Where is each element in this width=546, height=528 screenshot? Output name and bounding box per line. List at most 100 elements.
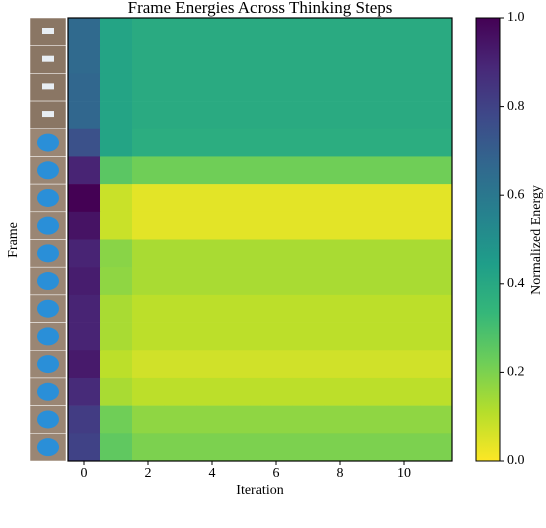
colorbar-tick-label: 0.6 [507, 187, 525, 202]
heatmap-cell [100, 156, 133, 185]
heatmap-cell [356, 184, 389, 213]
heatmap-cell [292, 405, 325, 434]
heatmap-cell [68, 45, 101, 74]
heatmap-cell [356, 405, 389, 434]
heatmap-cell [292, 128, 325, 157]
heatmap-cell [356, 377, 389, 406]
heatmap-cell [100, 294, 133, 323]
heatmap-cell [324, 73, 357, 102]
heatmap-cell [260, 377, 293, 406]
frame-thumbnail [29, 405, 67, 434]
heatmap-cell [100, 18, 133, 46]
heatmap-cell [420, 184, 453, 213]
thumbnail-object [37, 216, 59, 235]
heatmap-cell [356, 156, 389, 185]
heatmap-cell [324, 156, 357, 185]
heatmap-cell [228, 128, 261, 157]
heatmap-cell [420, 73, 453, 102]
heatmap-cell [388, 322, 421, 351]
heatmap-cell [228, 156, 261, 185]
heatmap-cell [260, 184, 293, 213]
heatmap-cell [132, 294, 165, 323]
heatmap-cell [420, 350, 453, 379]
thumbnail-object [42, 83, 54, 90]
heatmap-cell [324, 377, 357, 406]
heatmap-cell [164, 45, 197, 74]
heatmap-cell [68, 350, 101, 379]
heatmap-cell [292, 267, 325, 296]
heatmap-cell [356, 322, 389, 351]
heatmap-cell [324, 405, 357, 434]
heatmap-cell [100, 405, 133, 434]
heatmap-cell [292, 433, 325, 462]
x-axis-label: Iteration [236, 483, 283, 498]
heatmap-cell [68, 405, 101, 434]
heatmap-cell [196, 239, 229, 268]
heatmap-cell [260, 350, 293, 379]
heatmap-cell [260, 267, 293, 296]
x-tick-label: 8 [337, 466, 344, 481]
heatmap-cell [68, 73, 101, 102]
heatmap-cell [132, 73, 165, 102]
heatmap-cell [100, 45, 133, 74]
heatmap-cell [260, 45, 293, 74]
heatmap-cell [100, 128, 133, 157]
heatmap-cell [68, 128, 101, 157]
heatmap-cell [260, 128, 293, 157]
heatmap-cell [164, 294, 197, 323]
heatmap-cell [132, 433, 165, 462]
heatmap-cell [356, 267, 389, 296]
heatmap-cell [228, 101, 261, 130]
heatmap-cell [132, 211, 165, 240]
heatmap-cell [164, 18, 197, 46]
frame-thumbnail [29, 73, 67, 102]
heatmap-cell [324, 239, 357, 268]
heatmap-cell [132, 322, 165, 351]
heatmap-cell [356, 433, 389, 462]
heatmap-cell [132, 101, 165, 130]
thumbnail-object [37, 410, 59, 429]
frame-thumbnail [29, 128, 67, 157]
heatmap-cell [196, 377, 229, 406]
heatmap-cell [260, 73, 293, 102]
heatmap-cell [292, 294, 325, 323]
heatmap-cell [324, 211, 357, 240]
heatmap-cell [324, 18, 357, 46]
heatmap-cell [420, 128, 453, 157]
y-axis-label: Frame [6, 222, 21, 258]
heatmap-cell [228, 18, 261, 46]
heatmap-cell [132, 350, 165, 379]
heatmap-cell [388, 128, 421, 157]
heatmap-cell [228, 405, 261, 434]
heatmap-cell [420, 45, 453, 74]
heatmap-cell [228, 73, 261, 102]
heatmap-cell [292, 239, 325, 268]
chart-title: Frame Energies Across Thinking Steps [128, 0, 393, 17]
heatmap-cell [324, 184, 357, 213]
heatmap-cell [132, 128, 165, 157]
heatmap-cell [68, 184, 101, 213]
heatmap-cell [420, 18, 453, 46]
heatmap-cell [324, 322, 357, 351]
x-tick-label: 10 [397, 466, 411, 481]
heatmap-cell [164, 322, 197, 351]
thumbnail-object [37, 438, 59, 457]
heatmap-cell [68, 211, 101, 240]
heatmap-cell [324, 128, 357, 157]
heatmap-cell [260, 405, 293, 434]
heatmap-cell [292, 45, 325, 74]
heatmap-cell [196, 45, 229, 74]
heatmap-cell [420, 239, 453, 268]
heatmap-cell [100, 184, 133, 213]
heatmap-cell [260, 294, 293, 323]
heatmap-cell [132, 156, 165, 185]
heatmap-cell [68, 377, 101, 406]
heatmap-cell [228, 294, 261, 323]
heatmap-cell [388, 267, 421, 296]
heatmap-cell [356, 18, 389, 46]
heatmap-cell [260, 18, 293, 46]
heatmap-cell [100, 433, 133, 462]
thumbnail-object [37, 272, 59, 291]
heatmap-cell [292, 377, 325, 406]
heatmap-cell [196, 73, 229, 102]
